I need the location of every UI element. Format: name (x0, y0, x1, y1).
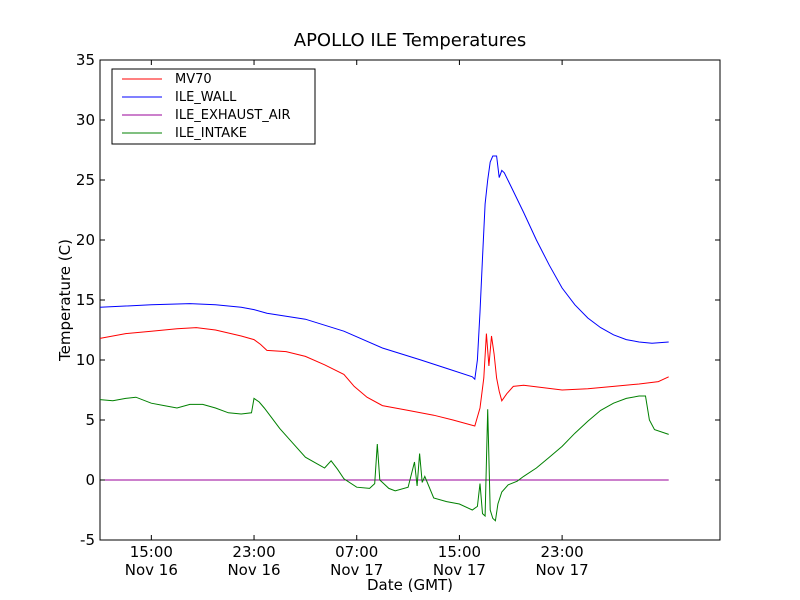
x-tick-time-label: 15:00 (130, 543, 173, 561)
x-tick-time-label: 07:00 (335, 543, 378, 561)
y-tick-label: -5 (80, 531, 95, 549)
y-tick-label: 20 (76, 231, 95, 249)
legend-box (111, 68, 316, 145)
y-tick-label: 5 (85, 411, 95, 429)
y-tick-label: 25 (76, 171, 95, 189)
series-layer (99, 155, 669, 522)
legend-label: MV70 (175, 72, 212, 87)
y-tick-label: 10 (76, 351, 95, 369)
y-axis-label: Temperature (C) (56, 239, 74, 362)
y-tick-label: 35 (76, 51, 95, 69)
x-tick-date-label: Nov 17 (433, 561, 486, 579)
x-tick-time-label: 15:00 (438, 543, 481, 561)
x-tick-date-label: Nov 17 (536, 561, 589, 579)
x-axis-label: Date (GMT) (367, 576, 453, 594)
series-line-ile-intake (99, 395, 669, 522)
y-axis: -5 0 5 10 15 20 25 30 35 (76, 51, 720, 549)
x-tick-date-label: Nov 16 (227, 561, 280, 579)
legend-label: ILE_INTAKE (175, 126, 247, 141)
y-tick-label: 15 (76, 291, 95, 309)
legend: MV70 ILE_WALL ILE_EXHAUST_AIR ILE_INTAKE (111, 68, 316, 145)
y-tick-label: 0 (85, 471, 95, 489)
legend-label: ILE_EXHAUST_AIR (175, 108, 291, 123)
x-tick-date-label: Nov 16 (125, 561, 178, 579)
y-tick-label: 30 (76, 111, 95, 129)
chart-title: APOLLO ILE Temperatures (294, 30, 526, 51)
series-line-mv70 (99, 327, 669, 427)
x-tick-time-label: 23:00 (540, 543, 583, 561)
x-tick-date-label: Nov 17 (330, 561, 383, 579)
series-line-ile-wall (99, 155, 669, 381)
legend-label: ILE_WALL (175, 90, 237, 105)
x-tick-time-label: 23:00 (232, 543, 275, 561)
